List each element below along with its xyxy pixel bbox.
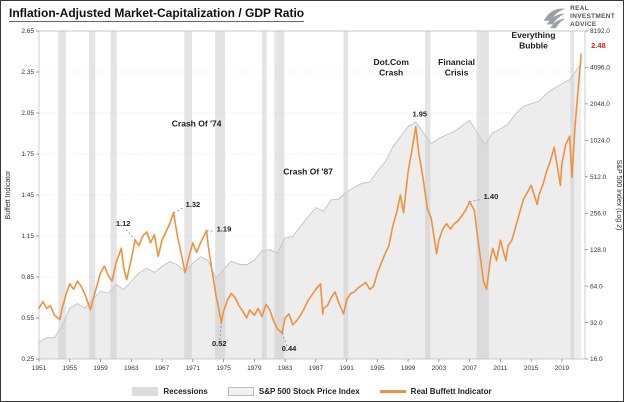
svg-text:2003: 2003 xyxy=(432,365,447,372)
svg-text:8192.0: 8192.0 xyxy=(590,28,610,35)
legend-item-recessions: Recessions xyxy=(132,387,208,396)
svg-text:Financial: Financial xyxy=(438,57,475,67)
svg-text:Dot.Com: Dot.Com xyxy=(373,57,409,67)
svg-text:1979: 1979 xyxy=(247,365,262,372)
svg-text:Crash: Crash xyxy=(379,68,403,78)
svg-text:1951: 1951 xyxy=(32,365,47,372)
recession-swatch xyxy=(132,387,159,396)
sp500-swatch xyxy=(227,387,254,396)
svg-text:2.35: 2.35 xyxy=(21,69,34,76)
logo-text: REAL INVESTMENT ADVICE xyxy=(570,5,615,28)
eagle-icon xyxy=(543,8,566,29)
svg-text:1.19: 1.19 xyxy=(217,225,232,234)
svg-text:1987: 1987 xyxy=(309,365,324,372)
svg-text:1024.0: 1024.0 xyxy=(590,138,610,145)
svg-text:S&P 500 Index (Log 2): S&P 500 Index (Log 2) xyxy=(615,160,622,231)
legend-label: Real Buffett Indicator xyxy=(410,387,492,396)
svg-text:256.0: 256.0 xyxy=(590,210,607,217)
svg-text:1.15: 1.15 xyxy=(21,233,34,240)
svg-text:512.0: 512.0 xyxy=(590,174,607,181)
svg-text:2019: 2019 xyxy=(555,365,570,372)
svg-text:1.12: 1.12 xyxy=(116,219,131,228)
buffett-swatch xyxy=(379,390,406,393)
svg-text:Buffett Indicator: Buffett Indicator xyxy=(5,170,12,220)
logo-text-line: REAL xyxy=(570,5,589,13)
svg-text:1.45: 1.45 xyxy=(21,192,34,199)
svg-text:0.85: 0.85 xyxy=(21,274,34,281)
svg-text:2.05: 2.05 xyxy=(21,110,34,117)
svg-text:1.32: 1.32 xyxy=(186,200,201,209)
svg-text:1995: 1995 xyxy=(370,365,385,372)
legend-label: Recessions xyxy=(163,387,208,396)
svg-text:1955: 1955 xyxy=(63,365,78,372)
svg-text:1963: 1963 xyxy=(124,365,139,372)
ria-logo: REAL INVESTMENT ADVICE xyxy=(542,5,615,29)
svg-text:1983: 1983 xyxy=(278,365,293,372)
svg-text:32.0: 32.0 xyxy=(590,320,603,327)
logo-text-line: ADVICE xyxy=(570,20,597,28)
svg-text:2.65: 2.65 xyxy=(21,28,34,35)
legend-label: S&P 500 Stock Price Index xyxy=(258,387,360,396)
svg-text:Crash Of '74: Crash Of '74 xyxy=(172,119,222,129)
svg-text:1999: 1999 xyxy=(401,365,416,372)
svg-text:128.0: 128.0 xyxy=(590,247,607,254)
svg-text:16.0: 16.0 xyxy=(590,356,603,363)
chart-title: Inflation-Adjusted Market-Capitalization… xyxy=(9,6,305,22)
svg-text:Everything: Everything xyxy=(512,30,556,40)
legend-item-buffett: Real Buffett Indicator xyxy=(379,387,492,396)
svg-text:1.95: 1.95 xyxy=(413,110,428,119)
svg-text:1975: 1975 xyxy=(216,365,231,372)
svg-text:1971: 1971 xyxy=(186,365,201,372)
svg-text:4096.0: 4096.0 xyxy=(590,65,610,72)
svg-text:1967: 1967 xyxy=(155,365,170,372)
svg-text:64.0: 64.0 xyxy=(590,283,603,290)
svg-text:2007: 2007 xyxy=(462,365,477,372)
svg-text:1.75: 1.75 xyxy=(21,151,34,158)
svg-text:0.55: 0.55 xyxy=(21,315,34,322)
chart-legend: Recessions S&P 500 Stock Price Index Rea… xyxy=(1,387,623,396)
svg-text:2011: 2011 xyxy=(493,365,507,372)
svg-text:0.44: 0.44 xyxy=(282,344,297,353)
svg-text:2.48: 2.48 xyxy=(591,41,606,50)
svg-text:2015: 2015 xyxy=(524,365,539,372)
svg-text:Crash Of '87: Crash Of '87 xyxy=(283,167,333,177)
svg-text:1991: 1991 xyxy=(339,365,354,372)
svg-text:Bubble: Bubble xyxy=(519,40,548,50)
legend-item-sp500: S&P 500 Stock Price Index xyxy=(227,387,360,396)
svg-text:1.40: 1.40 xyxy=(484,192,499,201)
svg-text:Crisis: Crisis xyxy=(445,68,469,78)
svg-text:0.25: 0.25 xyxy=(21,356,34,363)
logo-text-line: INVESTMENT xyxy=(570,13,615,21)
svg-text:0.52: 0.52 xyxy=(212,339,227,348)
svg-text:1959: 1959 xyxy=(93,365,108,372)
svg-text:2048.0: 2048.0 xyxy=(590,101,610,108)
